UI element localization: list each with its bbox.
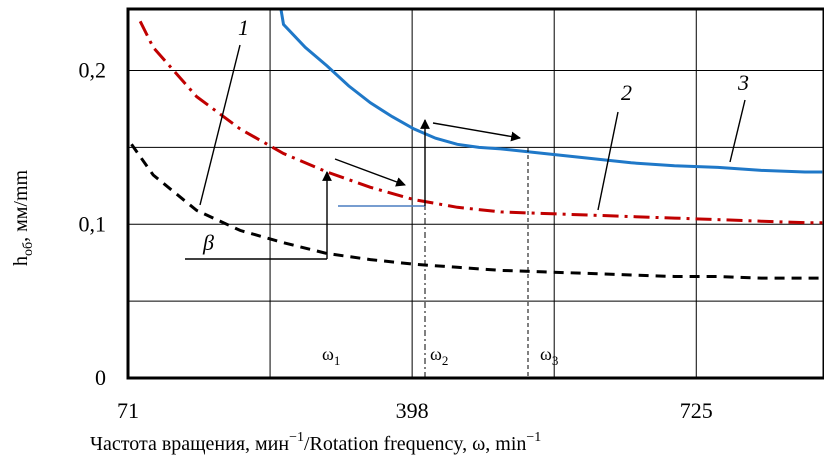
leader-curve-1 — [199, 44, 241, 206]
beta-label: β — [202, 230, 214, 255]
curves — [130, 8, 823, 280]
x-label-sup2: −1 — [526, 430, 541, 445]
leader-curve-3 — [729, 99, 746, 163]
x-label-main: Частота вращения, мин — [90, 433, 289, 455]
x-tick-label-0: 71 — [117, 398, 139, 423]
y-label-rest: , мм/mm — [10, 169, 32, 241]
y-tick-label-1: 0,1 — [79, 211, 107, 236]
y-label-sub: об — [21, 242, 36, 256]
leader-curve-2 — [597, 111, 619, 211]
curve-numbers: 1 2 3 — [238, 15, 749, 105]
omega-label-3: ω3 — [540, 344, 558, 368]
curve-number-2: 2 — [621, 80, 632, 105]
y-axis-label: hоб, мм/mm — [10, 169, 36, 266]
curve-number-3: 3 — [737, 70, 749, 95]
x-tick-label-1: 398 — [396, 398, 429, 423]
omega-label-1: ω1 — [322, 344, 340, 368]
series-1-line — [130, 143, 823, 280]
series-2-line — [138, 20, 823, 225]
arrow-along-curve-2 — [334, 158, 406, 187]
tick-labels: 71 398 725 0 0,1 0,2 — [79, 58, 713, 424]
arrow-along-curve-3 — [432, 122, 521, 142]
y-label-main: h — [10, 256, 32, 266]
x-tick-label-2: 725 — [680, 398, 713, 423]
omega-lines — [424, 120, 529, 378]
plot-frame — [126, 7, 824, 380]
y-tick-label-0: 0 — [95, 365, 106, 390]
omega-label-2: ω2 — [430, 344, 448, 368]
omega-labels: ω1 ω2 ω3 — [322, 344, 558, 368]
annotations — [185, 44, 746, 260]
x-label-mid: /Rotation frequency, ω, min — [304, 433, 526, 455]
curve-number-1: 1 — [238, 15, 249, 40]
series-3-line — [279, 8, 823, 174]
grid — [128, 9, 824, 378]
y-tick-label-2: 0,2 — [79, 58, 107, 83]
x-axis-label: Частота вращения, мин−1/Rotation frequen… — [90, 430, 541, 455]
x-label-sup1: −1 — [289, 430, 304, 445]
